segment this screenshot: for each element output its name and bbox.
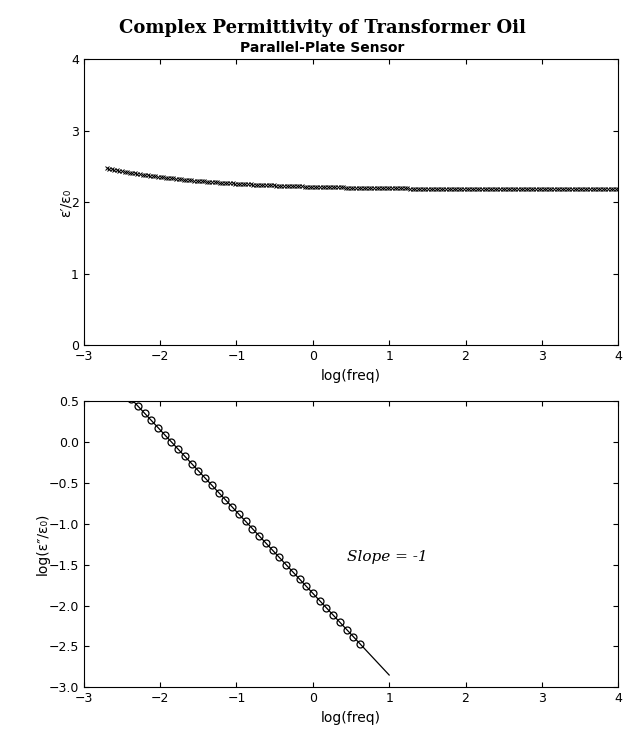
Y-axis label: ε′/ε₀: ε′/ε₀	[59, 188, 72, 217]
Text: Slope = -1: Slope = -1	[347, 550, 428, 564]
X-axis label: log(freq): log(freq)	[321, 369, 381, 383]
X-axis label: log(freq): log(freq)	[321, 711, 381, 724]
Text: Parallel-Plate Sensor: Parallel-Plate Sensor	[240, 41, 404, 55]
Text: Complex Permittivity of Transformer Oil: Complex Permittivity of Transformer Oil	[118, 19, 526, 36]
Y-axis label: log(ε″/ε₀): log(ε″/ε₀)	[36, 513, 50, 575]
